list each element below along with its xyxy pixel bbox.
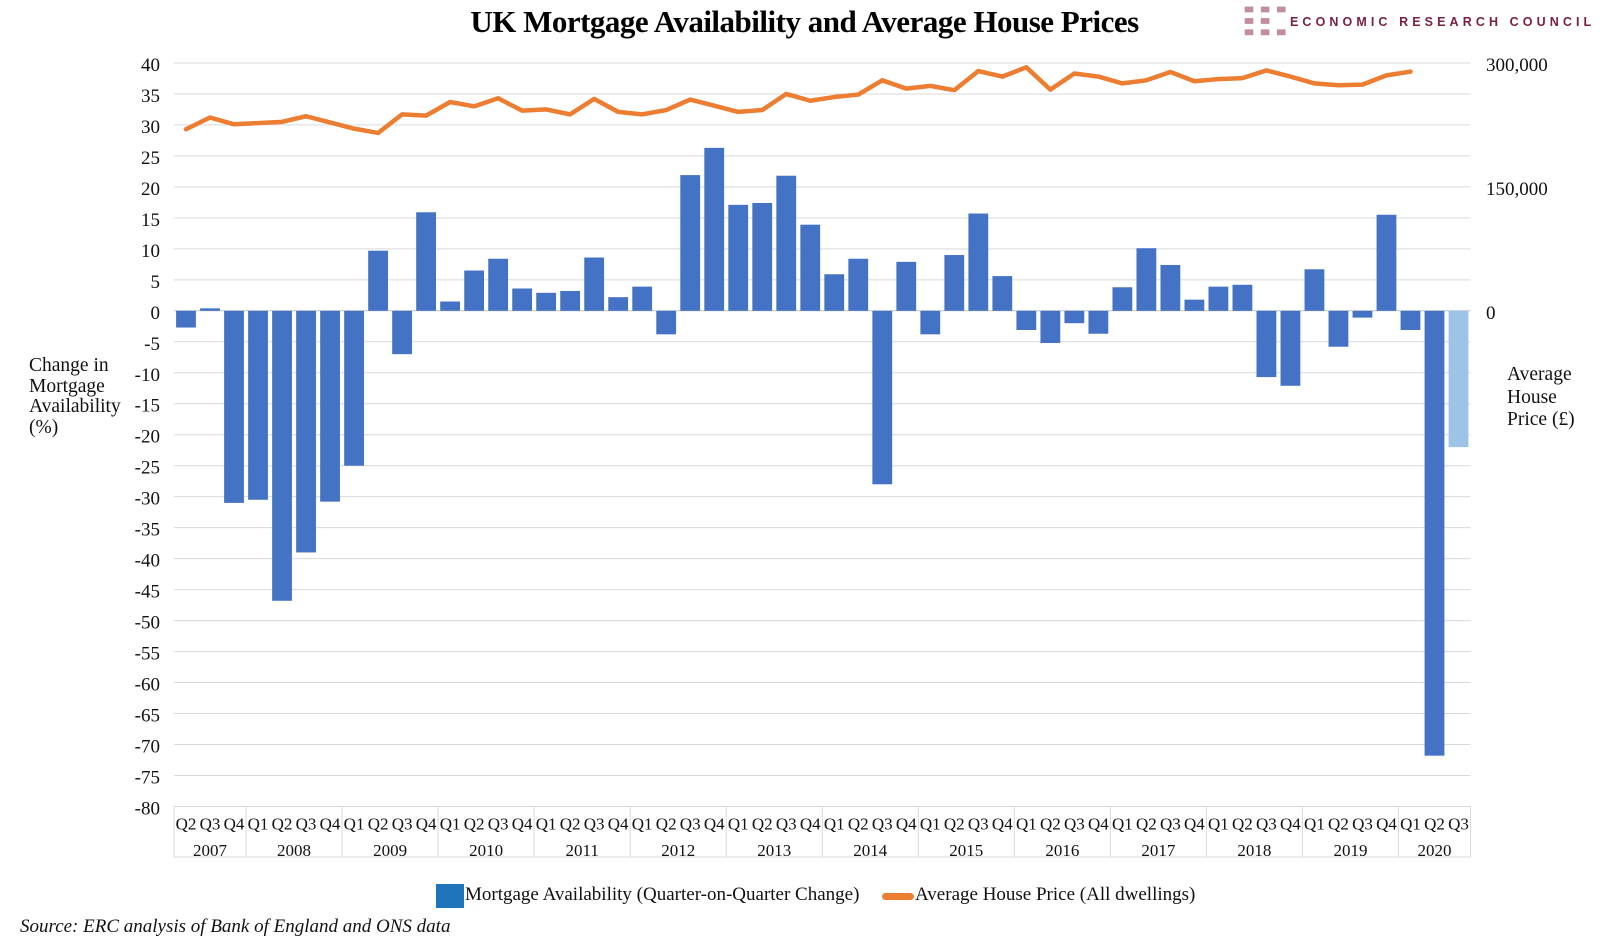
svg-text:2019: 2019 [1333,841,1367,860]
svg-text:Q4: Q4 [1088,815,1109,834]
svg-text:Q4: Q4 [1376,815,1397,834]
svg-text:-35: -35 [135,520,160,541]
svg-text:Q2: Q2 [944,815,965,834]
svg-text:2010: 2010 [469,841,503,860]
svg-text:35: 35 [141,86,160,107]
svg-text:Q4: Q4 [896,815,917,834]
svg-text:10: 10 [141,241,160,262]
svg-text:-45: -45 [135,582,160,603]
svg-text:Q1: Q1 [440,815,461,834]
svg-text:Q1: Q1 [728,815,749,834]
svg-text:0: 0 [1486,303,1496,324]
svg-text:Q2: Q2 [752,815,773,834]
svg-text:Q3: Q3 [1256,815,1277,834]
svg-text:2008: 2008 [277,841,311,860]
svg-text:Q3: Q3 [392,815,413,834]
svg-text:Q4: Q4 [704,815,725,834]
svg-text:-60: -60 [135,675,160,696]
svg-text:-50: -50 [135,613,160,634]
svg-text:Q2: Q2 [656,815,677,834]
svg-text:Q4: Q4 [992,815,1013,834]
svg-text:Q2: Q2 [1232,815,1253,834]
svg-text:2009: 2009 [373,841,407,860]
svg-text:25: 25 [141,148,160,169]
svg-text:-10: -10 [135,365,160,386]
svg-text:Q1: Q1 [344,815,365,834]
svg-text:Q1: Q1 [536,815,557,834]
svg-text:Q4: Q4 [1280,815,1301,834]
svg-text:-20: -20 [135,427,160,448]
svg-text:-75: -75 [135,768,160,789]
svg-text:2012: 2012 [661,841,695,860]
svg-text:Q3: Q3 [680,815,701,834]
svg-text:Q3: Q3 [872,815,893,834]
svg-text:-65: -65 [135,706,160,727]
svg-text:Q2: Q2 [1136,815,1157,834]
svg-text:-70: -70 [135,737,160,758]
svg-text:2016: 2016 [1045,841,1079,860]
svg-text:Q4: Q4 [608,815,629,834]
svg-text:Q4: Q4 [224,815,245,834]
svg-text:Q2: Q2 [1328,815,1349,834]
svg-text:Q1: Q1 [1400,815,1421,834]
svg-text:Q1: Q1 [1304,815,1325,834]
svg-text:2020: 2020 [1417,841,1451,860]
svg-text:Q1: Q1 [632,815,653,834]
svg-text:Q3: Q3 [968,815,989,834]
svg-text:Q2: Q2 [560,815,581,834]
svg-text:Q1: Q1 [1112,815,1133,834]
svg-text:Q2: Q2 [176,815,197,834]
svg-text:-30: -30 [135,489,160,510]
svg-text:Q1: Q1 [1208,815,1229,834]
svg-text:Q3: Q3 [1160,815,1181,834]
svg-text:2018: 2018 [1237,841,1271,860]
svg-text:Q1: Q1 [920,815,941,834]
svg-text:Q4: Q4 [512,815,533,834]
svg-text:Q3: Q3 [1352,815,1373,834]
svg-text:Q4: Q4 [320,815,341,834]
svg-text:Q2: Q2 [272,815,293,834]
svg-text:20: 20 [141,179,160,200]
svg-text:Q3: Q3 [584,815,605,834]
svg-text:Q1: Q1 [1016,815,1037,834]
svg-text:Q4: Q4 [800,815,821,834]
svg-text:Q1: Q1 [824,815,845,834]
svg-text:300,000: 300,000 [1486,55,1548,76]
svg-text:Q4: Q4 [416,815,437,834]
svg-text:Q3: Q3 [488,815,509,834]
svg-text:15: 15 [141,210,160,231]
svg-text:Q2: Q2 [848,815,869,834]
svg-text:-55: -55 [135,644,160,665]
svg-text:-40: -40 [135,551,160,572]
svg-text:Q4: Q4 [1184,815,1205,834]
svg-text:2017: 2017 [1141,841,1176,860]
svg-text:2011: 2011 [565,841,598,860]
svg-text:-80: -80 [135,798,160,819]
svg-text:0: 0 [151,303,161,324]
svg-text:5: 5 [151,272,161,293]
svg-text:-25: -25 [135,458,160,479]
svg-text:Q3: Q3 [776,815,797,834]
svg-text:2014: 2014 [853,841,888,860]
svg-text:Q2: Q2 [464,815,485,834]
svg-text:30: 30 [141,117,160,138]
svg-text:Q3: Q3 [296,815,317,834]
svg-text:Q3: Q3 [1064,815,1085,834]
svg-text:Q2: Q2 [1424,815,1445,834]
svg-text:40: 40 [141,55,160,76]
svg-text:Q2: Q2 [1040,815,1061,834]
svg-text:-15: -15 [135,396,160,417]
svg-text:150,000: 150,000 [1486,179,1548,200]
svg-text:2015: 2015 [949,841,983,860]
svg-text:2007: 2007 [193,841,228,860]
svg-text:Q3: Q3 [200,815,221,834]
svg-text:2013: 2013 [757,841,791,860]
svg-text:Q2: Q2 [368,815,389,834]
svg-text:-5: -5 [144,334,160,355]
svg-text:Q1: Q1 [248,815,269,834]
svg-text:Q3: Q3 [1448,815,1469,834]
